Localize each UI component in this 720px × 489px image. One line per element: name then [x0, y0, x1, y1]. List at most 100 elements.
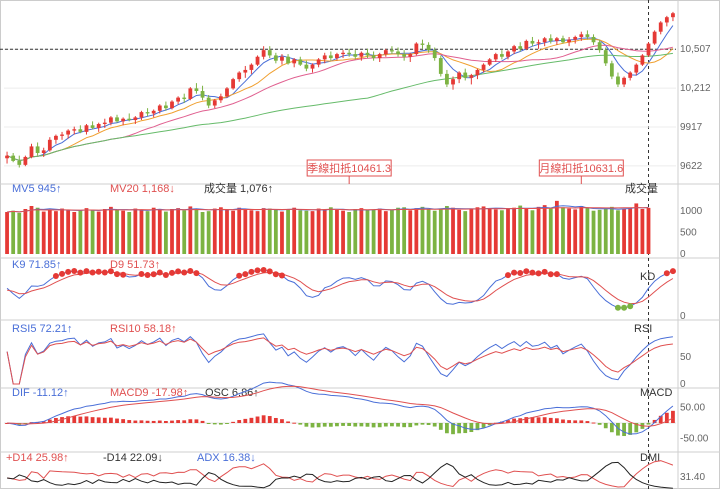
candle-body	[548, 38, 553, 41]
candle-body	[176, 97, 181, 102]
volume-bar	[475, 207, 480, 254]
macd-osc-bar	[371, 423, 376, 428]
kd-overbought-dot	[114, 271, 121, 278]
candle-body	[280, 56, 284, 61]
macd-osc-bar	[328, 423, 333, 427]
macd-osc-bar	[390, 423, 394, 427]
volume-bar	[591, 210, 596, 254]
volume-bar	[640, 209, 645, 254]
volume-bar	[616, 210, 620, 254]
candle-body	[304, 64, 309, 69]
volume-bar	[292, 207, 297, 254]
volume-mv20-line	[7, 207, 649, 213]
kd-overbought-dot	[236, 272, 243, 279]
volume-bar	[261, 208, 266, 254]
macd-osc-bar	[542, 417, 547, 423]
volume-bar	[286, 209, 290, 254]
kd-overbought-dot	[663, 270, 670, 277]
volume-bar	[54, 211, 58, 254]
volume-bar	[530, 210, 535, 254]
kd-overbought-dot	[523, 268, 530, 275]
macd-osc-bar	[102, 417, 107, 423]
macd-osc-bar	[249, 417, 254, 423]
macd-osc-bar	[212, 423, 217, 425]
volume-bar	[561, 207, 565, 254]
macd-osc-bar	[609, 423, 614, 433]
macd-osc-bar	[145, 420, 150, 423]
macd-osc-bar	[591, 422, 596, 424]
volume-bar	[506, 208, 510, 254]
macd-osc-bar	[530, 417, 535, 423]
candle-body	[115, 117, 119, 122]
candle-body	[426, 44, 431, 51]
kd-overbought-dot	[181, 269, 188, 276]
macd-osc-bar	[41, 421, 46, 423]
volume-bar	[267, 208, 272, 254]
volume-bar	[255, 211, 260, 254]
macd-osc-bar	[402, 423, 407, 428]
volume-bar	[304, 210, 309, 254]
volume-bar	[41, 211, 46, 254]
candle-body	[567, 39, 571, 43]
candle-body	[29, 146, 34, 157]
volume-bar	[487, 208, 492, 254]
volume-bar	[457, 209, 462, 254]
macd-osc-bar	[414, 423, 419, 426]
rsi-label-rsi10: RSI10 58.18↑	[110, 323, 177, 335]
volume-bar	[414, 208, 419, 254]
candle-body	[194, 88, 199, 92]
candle-body	[445, 73, 449, 85]
rsi-panel-title: RSI	[634, 323, 652, 335]
macd-osc-bar	[231, 421, 235, 423]
candle-body	[512, 46, 517, 52]
macd-osc-bar	[194, 419, 199, 423]
macd-osc-bar	[182, 420, 187, 423]
candle-body	[585, 34, 590, 37]
volume-bar	[139, 209, 144, 254]
candle-body	[664, 17, 669, 23]
candle-body	[11, 155, 16, 161]
dmi-label-mdi: -D14 22.09↓	[103, 452, 163, 464]
volume-bar	[359, 208, 364, 254]
rsi10-line	[6, 337, 673, 385]
volume-bar	[231, 210, 235, 254]
volume-bar	[603, 208, 608, 254]
candle-body	[420, 43, 425, 45]
volume-bar	[218, 207, 223, 254]
kd-overbought-dot	[107, 268, 114, 275]
candle-body	[591, 36, 596, 43]
candle-body	[622, 77, 626, 85]
volume-bar	[383, 211, 388, 254]
kd-oversold-dot	[627, 303, 634, 310]
macd-osc-bar	[597, 423, 602, 425]
candle-body	[493, 54, 498, 60]
macd-osc-bar	[255, 416, 260, 423]
volume-bar	[316, 208, 321, 254]
kd-overbought-dot	[248, 268, 255, 275]
kd-d-line	[7, 271, 674, 305]
volume-bar	[432, 210, 437, 254]
candle-body	[286, 56, 290, 64]
candle-body	[316, 59, 321, 65]
macd-osc-bar	[536, 417, 541, 423]
kd-overbought-dot	[150, 271, 157, 278]
volume-bar	[121, 210, 126, 254]
candle-body	[671, 13, 675, 18]
kd-overbought-dot	[59, 270, 66, 277]
candle-body	[438, 58, 443, 74]
macd-osc-bar	[524, 417, 529, 423]
candle-body	[60, 134, 64, 136]
volume-bar	[597, 209, 602, 254]
candle-body	[603, 50, 608, 64]
volume-bar	[145, 211, 150, 254]
kd-overbought-dot	[144, 272, 151, 279]
volume-bar	[420, 206, 425, 254]
macd-osc-bar	[475, 423, 480, 431]
macd-osc-bar	[512, 418, 517, 423]
kd-overbought-dot	[65, 268, 72, 275]
rsi-label-rsi5: RSI5 72.21↑	[12, 323, 73, 335]
macd-osc-bar	[420, 423, 425, 425]
ma-line-ma60	[6, 52, 673, 162]
volume-bar	[157, 209, 162, 254]
